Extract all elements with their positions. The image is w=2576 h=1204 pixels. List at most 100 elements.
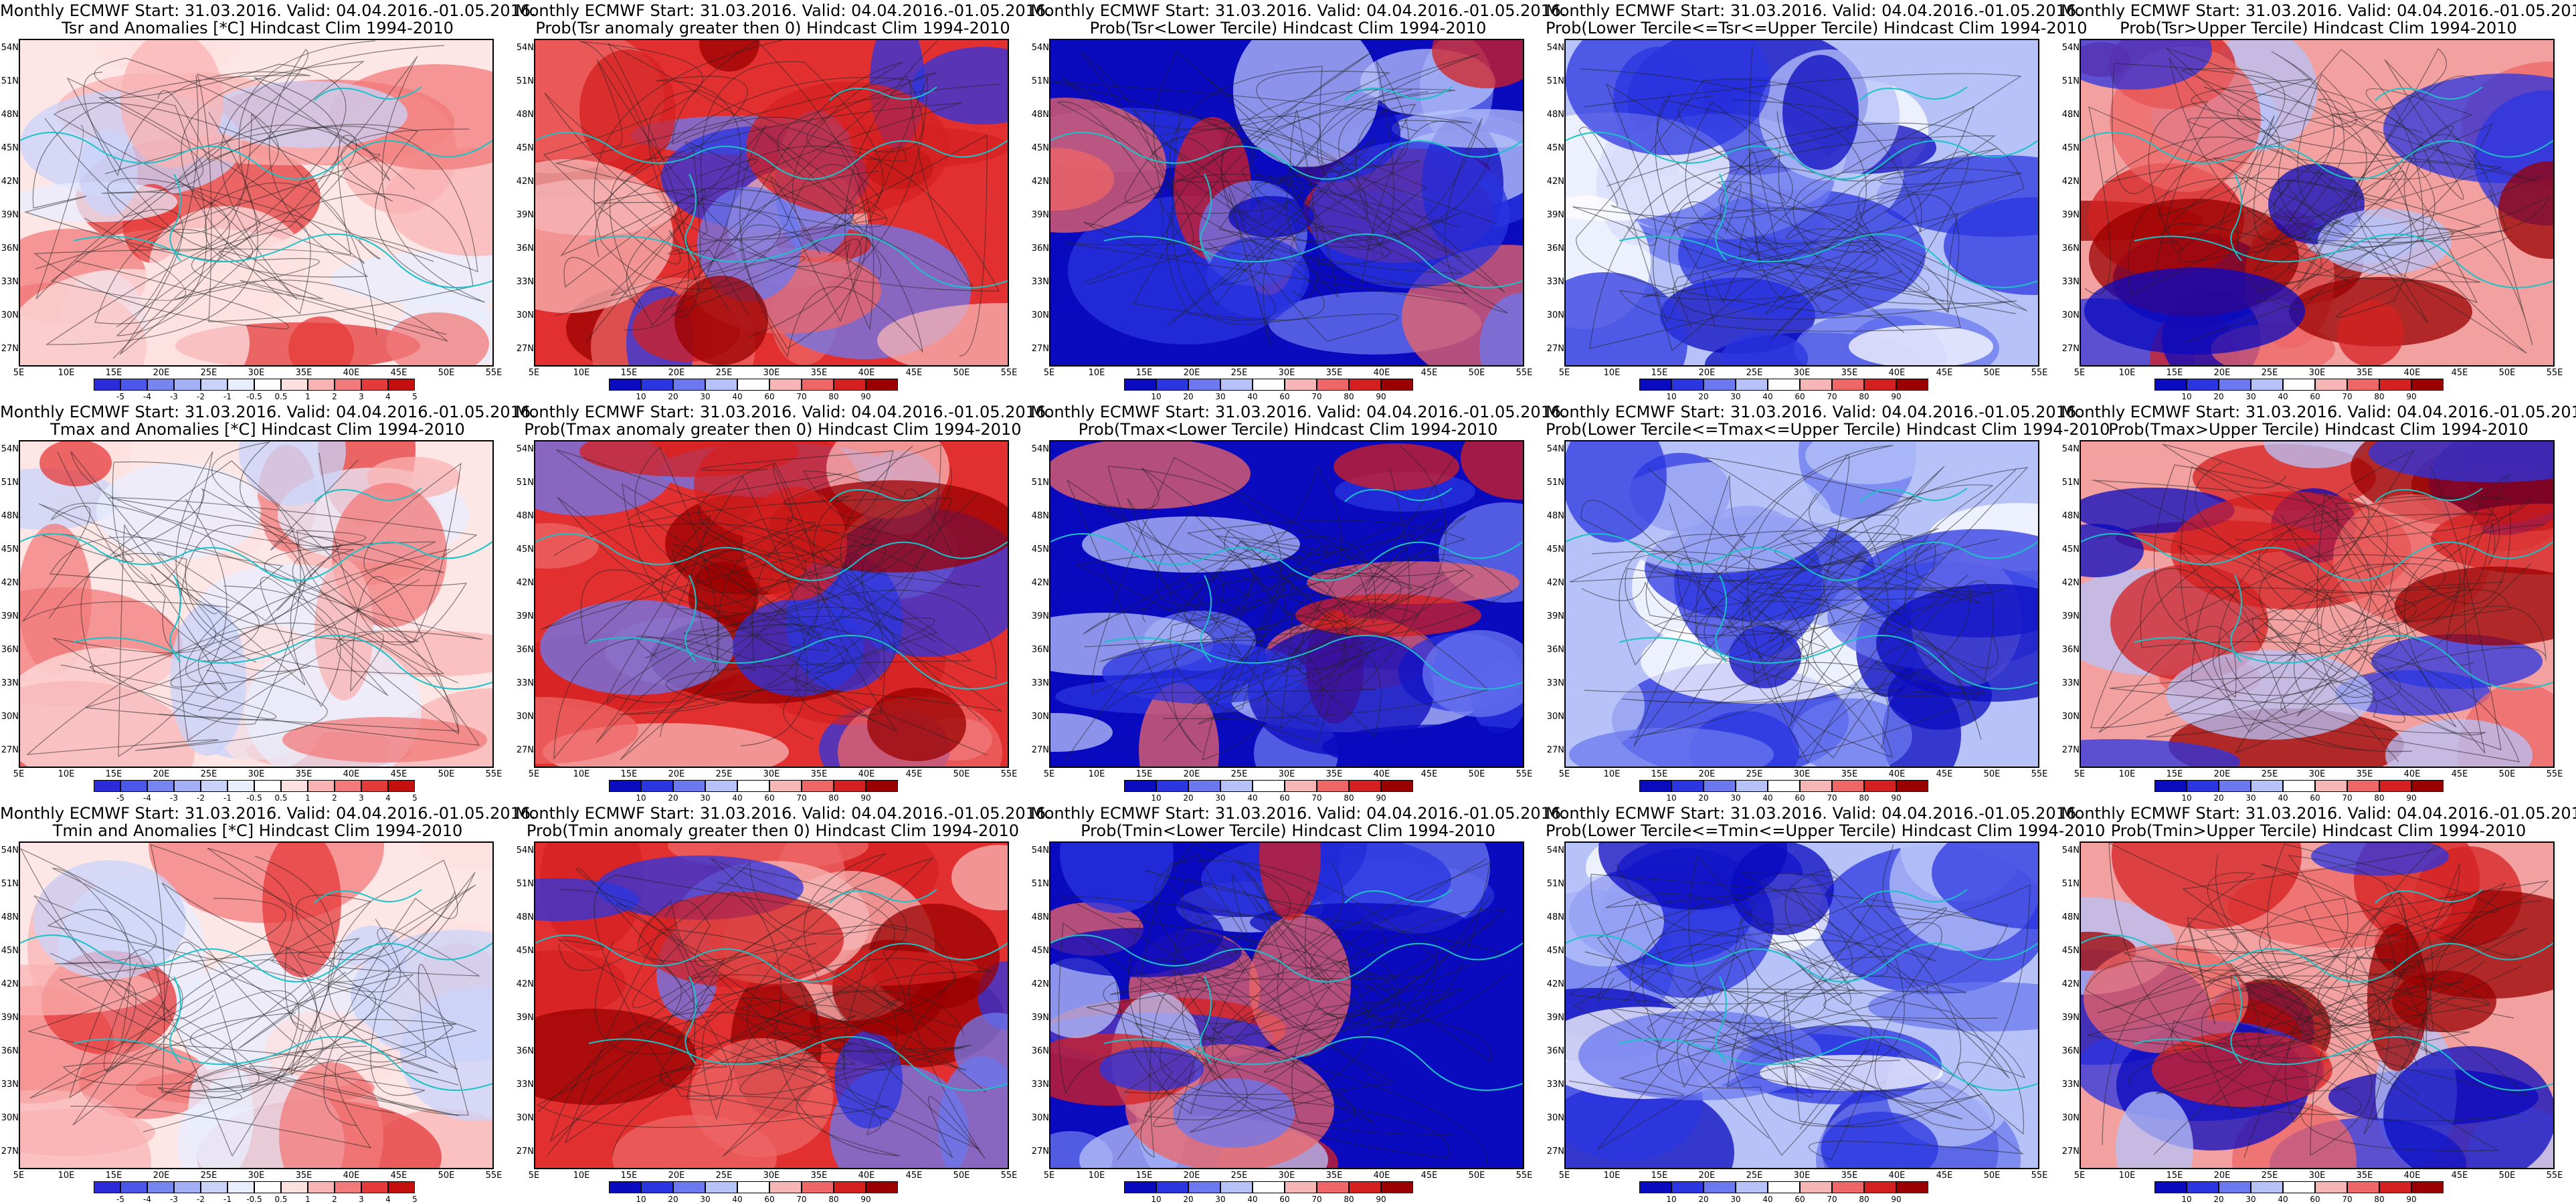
forecast-map — [2080, 841, 2555, 1169]
colorbar-swatch — [737, 379, 769, 391]
latitude-tick-label: 30N — [1031, 1113, 1049, 1123]
isotherm-contour — [33, 894, 458, 1148]
longitude-tick-label: 15E — [2166, 769, 2183, 779]
colorbar-swatch — [1800, 1181, 1832, 1193]
colorbar-swatch — [2315, 1181, 2347, 1193]
colorbar-swatch — [866, 780, 898, 792]
colorbar-swatch — [1220, 379, 1253, 391]
longitude-tick-label: 25E — [1230, 368, 1248, 378]
colorbar: 10 20 30 40 60 70 80 90 — [2154, 379, 2444, 401]
colorbar-tick-label: 4 — [385, 1195, 391, 1204]
latitude-tick-label: 33N — [2061, 1080, 2080, 1090]
isotherm-contour — [1139, 858, 1487, 1114]
colorbar-swatch — [1188, 1181, 1220, 1193]
probability-field-area — [400, 987, 492, 1121]
colorbar-swatch — [834, 780, 866, 792]
latitude-tick-label: 54N — [1031, 845, 1049, 856]
latitude-tick-label: 42N — [516, 177, 534, 187]
colorbar-swatch — [1864, 1181, 1896, 1193]
isotherm-contour — [1091, 457, 1489, 720]
coastline — [20, 132, 492, 180]
probability-field-area — [2264, 441, 2368, 468]
longitude-tick-label: 30E — [1278, 1171, 1295, 1181]
latitude-tick-label: 42N — [1031, 578, 1049, 588]
longitude-tick-label: 5E — [13, 769, 25, 779]
longitude-tick-label: 40E — [2403, 769, 2421, 779]
probability-field-area — [834, 1031, 903, 1128]
colorbar-swatch — [120, 379, 147, 391]
colorbar-swatch — [361, 780, 388, 792]
colorbar: 10 20 30 40 60 70 80 90 — [2154, 1181, 2444, 1204]
longitude-tick-label: 15E — [1135, 368, 1153, 378]
colorbar-tick-label: -2 — [197, 793, 205, 803]
coastline — [1619, 635, 2038, 690]
probability-field-area — [1307, 561, 1520, 604]
latitude-tick-label: 30N — [1, 712, 19, 722]
longitude-tick-label: 30E — [2308, 1171, 2326, 1181]
latitude-tick-label: 51N — [1546, 879, 1564, 889]
colorbar-swatch — [2411, 379, 2444, 391]
forecast-map — [1564, 841, 2039, 1169]
isotherm-contour — [672, 40, 938, 349]
latitude-tick-label: 45N — [2061, 544, 2080, 555]
probability-field-area — [1821, 1112, 1938, 1168]
colorbar-tick-label: 90 — [1376, 392, 1386, 401]
colorbar-tick-label: 90 — [1891, 793, 1902, 803]
colorbar-swatch — [1704, 780, 1736, 792]
latitude-tick-label: 45N — [1, 544, 19, 555]
latitude-tick-label: 27N — [516, 344, 534, 354]
latitude-tick-label: 33N — [516, 678, 534, 688]
longitude-tick-label: 35E — [2356, 368, 2373, 378]
isotherm-contour — [1687, 844, 2031, 1139]
latitude-tick-label: 33N — [1031, 1080, 1049, 1090]
colorbar-tick-label: 80 — [828, 392, 839, 401]
isotherm-contour — [544, 59, 1000, 338]
colorbar-swatch — [2154, 1181, 2187, 1193]
longitude-tick-label: 40E — [343, 1171, 360, 1181]
isotherm-contour — [59, 856, 460, 1116]
isotherm-contour — [1163, 516, 1473, 742]
colorbar-swatch — [1832, 1181, 1864, 1193]
coastline — [314, 86, 422, 101]
colorbar-tick-label: 30 — [1215, 392, 1226, 401]
forecast-panel: Monthly ECMWF Start: 31.03.2016. Valid: … — [0, 803, 536, 1204]
longitude-tick-label: 15E — [1651, 368, 1668, 378]
panel-title-line2: Prob(Lower Tercile<=Tmax<=Upper Tercile)… — [1546, 420, 2110, 439]
latitude-tick-label: 42N — [1, 177, 19, 187]
colorbar-swatch — [705, 1181, 737, 1193]
latitude-tick-label: 33N — [1031, 678, 1049, 688]
longitude-tick-label: 20E — [2213, 1171, 2231, 1181]
colorbar-tick-label: 40 — [1247, 793, 1258, 803]
isotherm-contour — [593, 874, 993, 1159]
isotherm-contour — [105, 928, 481, 1118]
longitude-tick-label: 55E — [1515, 1171, 1533, 1181]
latitude-tick-label: 48N — [1, 511, 19, 521]
coastline — [1619, 233, 2038, 288]
colorbar-tick-label: -0.5 — [246, 1195, 262, 1204]
colorbar-tick-label: 10 — [1666, 1195, 1677, 1204]
coastline — [2134, 233, 2553, 288]
colorbar-tick-label: 20 — [1698, 1195, 1709, 1204]
longitude-tick-label: 50E — [1468, 1171, 1485, 1181]
latitude-tick-label: 36N — [516, 1046, 534, 1056]
forecast-map — [1564, 440, 2039, 768]
latitude-tick-label: 33N — [516, 277, 534, 287]
colorbar-tick-label: -2 — [197, 392, 205, 401]
isotherm-contour — [1075, 535, 1418, 761]
colorbar-tick-label: 70 — [796, 1195, 807, 1204]
longitude-tick-label: 30E — [248, 1171, 265, 1181]
longitude-tick-label: 15E — [1135, 769, 1153, 779]
latitude-tick-label: 39N — [1546, 1013, 1564, 1023]
probability-field-area — [20, 468, 120, 530]
forecast-panel: Monthly ECMWF Start: 31.03.2016. Valid: … — [2061, 0, 2576, 401]
panel-title-line2: Prob(Tmax>Upper Tercile) Hindcast Clim 1… — [2108, 420, 2528, 439]
colorbar-swatch — [2379, 780, 2411, 792]
coastline — [2230, 173, 2242, 262]
isotherm-contour — [672, 445, 936, 674]
coastline — [684, 173, 697, 262]
colorbar-swatch — [834, 1181, 866, 1193]
colorbar-tick-label: -4 — [143, 793, 151, 803]
longitude-tick-label: 10E — [58, 368, 75, 378]
colorbar-swatch — [1124, 780, 1156, 792]
probability-field-area — [1805, 441, 1931, 484]
